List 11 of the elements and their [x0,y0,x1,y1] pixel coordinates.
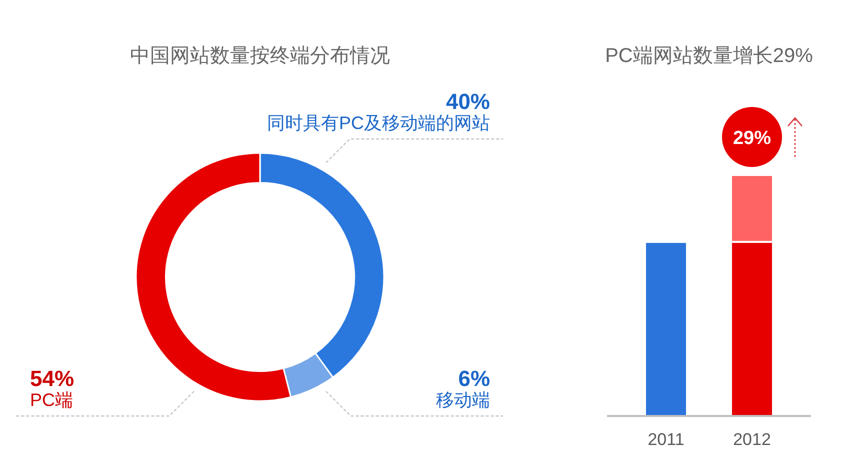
annotation: 29% [732,128,772,149]
chart-title: 中国网站数量按终端分布情况 [130,45,390,67]
data-label: 54% [30,366,74,391]
data-label: 40% [446,89,490,114]
x-tick-label: 2011 [648,430,684,449]
slice-label: 同时具有PC及移动端的网站 [266,113,490,133]
slice-label: PC端 [30,390,74,410]
slice-label: 移动端 [436,390,490,410]
chart-title: PC端网站数量增长29% [605,45,813,67]
x-tick-label: 2012 [733,430,771,449]
data-label: 6% [458,366,490,391]
